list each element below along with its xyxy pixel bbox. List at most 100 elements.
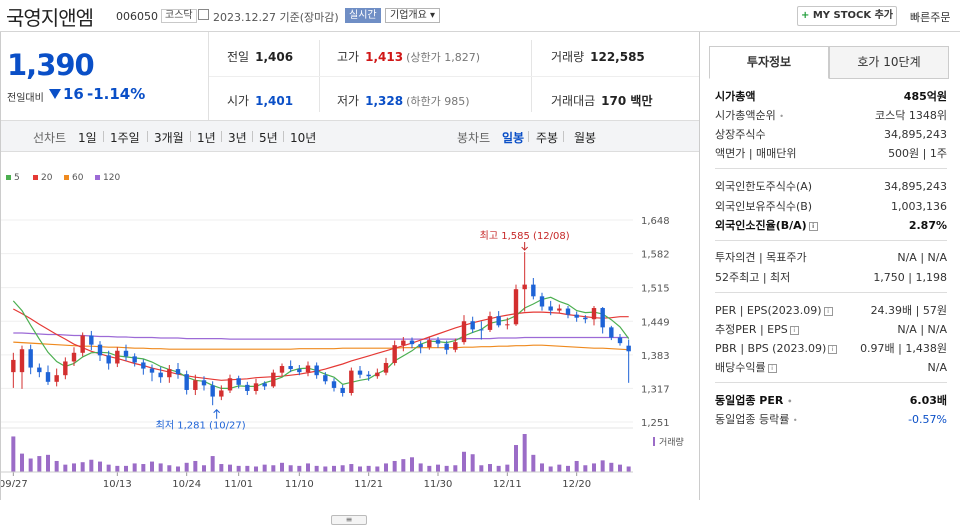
tab-3month[interactable]: 3개월 xyxy=(154,131,184,145)
legend-swatch xyxy=(64,175,69,180)
volume-bar xyxy=(358,466,362,472)
divider xyxy=(209,76,699,77)
row-label: 추정PER | EPS xyxy=(715,323,788,336)
tab-weekly[interactable]: 주봉 xyxy=(536,131,559,145)
row-pbr: PBR | BPS (2023.09) i 0.97배 | 1,438원 xyxy=(715,340,947,358)
volume-bar xyxy=(496,465,501,472)
down-triangle-icon xyxy=(49,89,61,99)
candle-body xyxy=(193,380,198,390)
legend-label: 20 xyxy=(41,173,53,183)
volume-bar xyxy=(340,465,345,472)
tab-invest-info[interactable]: 투자정보 xyxy=(709,46,829,79)
chart-scroll-handle[interactable]: ≡ xyxy=(331,515,367,525)
info-dot-icon: • xyxy=(779,112,784,121)
volume-bar xyxy=(453,465,458,472)
divider xyxy=(715,240,947,241)
candle-body xyxy=(28,349,33,368)
candle-chart-label[interactable]: 봉차트 xyxy=(457,131,491,145)
info-dot-icon: • xyxy=(787,397,793,406)
stat-value: 122,585 xyxy=(590,50,645,64)
tab-divider xyxy=(147,131,148,142)
info-icon[interactable]: i xyxy=(823,306,833,316)
corp-info-dropdown[interactable]: 기업개요 ▾ xyxy=(385,8,440,23)
candle-body xyxy=(383,362,389,373)
stat-label: 전일 xyxy=(227,50,250,64)
tab-1week[interactable]: 1주일 xyxy=(110,131,140,145)
candle-body xyxy=(323,375,328,382)
info-icon[interactable]: i xyxy=(767,363,777,373)
volume-bar xyxy=(72,463,76,472)
x-tick-label: 11/01 xyxy=(224,479,253,487)
candle-body xyxy=(132,356,137,363)
volume-bar xyxy=(20,453,24,472)
candle-body xyxy=(574,314,579,318)
info-icon[interactable]: i xyxy=(828,344,838,354)
volume-bar xyxy=(288,465,293,472)
tab-5year[interactable]: 5년 xyxy=(259,131,278,145)
row-label: 외국인소진율(B/A) xyxy=(715,219,807,232)
tab-1day[interactable]: 1일 xyxy=(78,131,97,145)
tab-3year[interactable]: 3년 xyxy=(228,131,247,145)
candle-body xyxy=(288,366,293,370)
row-per: PER | EPS(2023.09) i 24.39배 | 57원 xyxy=(715,302,947,320)
row-value: 1,750 | 1,198 xyxy=(873,271,947,284)
volume-bar xyxy=(46,454,50,472)
x-tick-label: 10/24 xyxy=(172,479,201,487)
info-icon[interactable]: i xyxy=(808,221,818,231)
tab-daily[interactable]: 일봉 xyxy=(502,131,525,145)
candle-body xyxy=(487,316,493,330)
candle-body xyxy=(453,342,458,350)
quick-order-link[interactable]: 빠른주문 xyxy=(910,11,951,24)
candle-body xyxy=(201,380,207,386)
candle-body xyxy=(548,306,553,311)
volume-bar xyxy=(462,451,466,472)
y-tick-label: 1,449 xyxy=(641,317,670,328)
candle-body xyxy=(71,352,77,362)
price-chart[interactable]: 1,648 1,582 1,515 1,449 1,383 1,317 1,251 거래량 09… xyxy=(1,182,699,487)
tab-10year[interactable]: 10년 xyxy=(290,131,317,145)
legend-swatch xyxy=(6,175,11,180)
tab-order-book[interactable]: 호가 10단계 xyxy=(829,46,949,79)
stock-name: 국영지앤엠 xyxy=(6,6,94,30)
candle-body xyxy=(11,359,16,373)
candle-body xyxy=(54,375,59,382)
row-label: PER | EPS(2023.09) xyxy=(715,304,822,317)
volume-bar xyxy=(540,463,544,472)
volume-bar xyxy=(236,465,241,472)
volume-legend-swatch xyxy=(653,437,655,446)
volume-bar xyxy=(28,458,33,472)
volume-bar xyxy=(98,461,102,472)
info-icon[interactable]: i xyxy=(789,325,799,335)
candle-body xyxy=(409,340,415,345)
tab-1year[interactable]: 1년 xyxy=(197,131,216,145)
volume-bar xyxy=(106,464,111,472)
row-label: 액면가 | 매매단위 xyxy=(715,147,797,160)
candle-body xyxy=(141,362,146,369)
high-annotation: 최고 1,585 (12/08) xyxy=(480,230,570,242)
volume-bar xyxy=(254,466,258,472)
row-value: N/A | N/A xyxy=(897,251,947,264)
candle-body xyxy=(392,345,397,363)
volume-bar xyxy=(115,465,120,472)
volume-bar xyxy=(280,462,284,472)
row-value: N/A xyxy=(927,361,947,374)
volume-bar xyxy=(245,465,250,472)
volume-bar xyxy=(600,460,605,472)
volume-bar xyxy=(557,464,562,472)
candle-body xyxy=(539,296,545,307)
live-badge[interactable]: 실시간 xyxy=(345,8,381,23)
tab-monthly[interactable]: 월봉 xyxy=(574,131,597,145)
date-text: 2023.12.27 기준(장마감) xyxy=(213,11,339,24)
x-tick-label: 11/10 xyxy=(285,479,314,487)
add-my-stock-button[interactable]: + MY STOCK 추가 xyxy=(797,6,897,26)
stat-value: 1,401 xyxy=(255,94,294,108)
line-chart-label[interactable]: 선차트 xyxy=(33,131,67,145)
row-label: 시가총액순위 xyxy=(715,109,776,122)
stock-code: 006050 xyxy=(116,10,158,23)
legend-ma20: 20 xyxy=(33,173,52,183)
candle-body xyxy=(357,370,363,375)
row-value: 6.03배 xyxy=(909,394,947,407)
volume-bar xyxy=(522,434,527,472)
candle-body xyxy=(184,374,189,390)
legend-label: 5 xyxy=(14,173,20,183)
